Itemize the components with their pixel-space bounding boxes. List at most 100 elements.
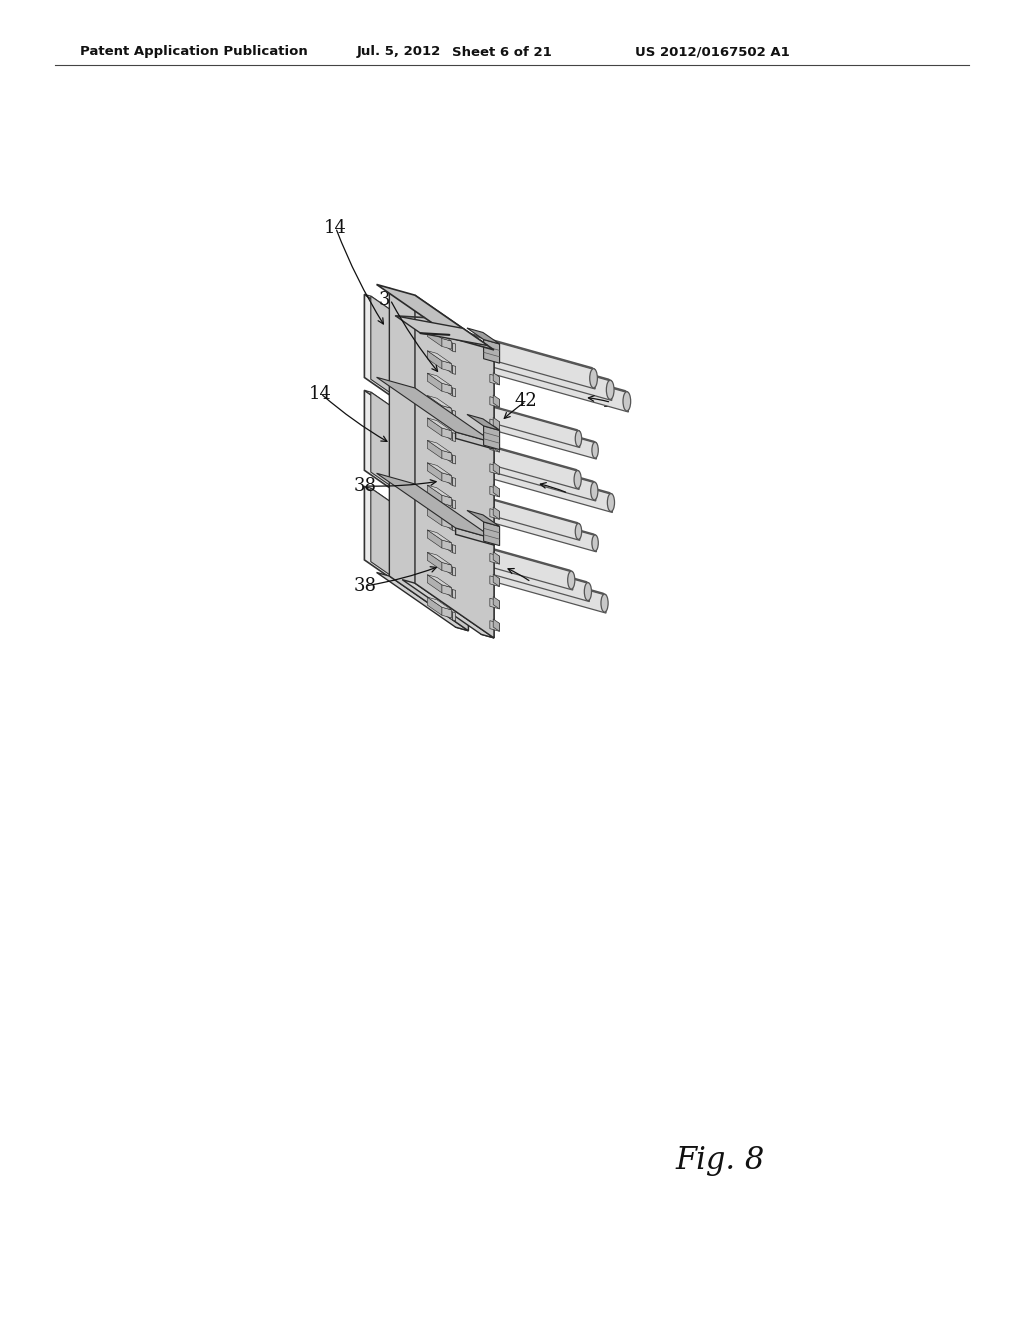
Polygon shape — [441, 450, 452, 461]
Polygon shape — [459, 404, 596, 459]
Text: Sheet 6 of 21: Sheet 6 of 21 — [452, 45, 552, 58]
Polygon shape — [494, 484, 500, 496]
Polygon shape — [427, 374, 452, 385]
Polygon shape — [453, 568, 456, 576]
Polygon shape — [427, 418, 452, 430]
Text: 46: 46 — [600, 393, 623, 412]
Polygon shape — [441, 383, 452, 393]
Polygon shape — [427, 329, 452, 341]
Polygon shape — [427, 374, 441, 391]
Polygon shape — [494, 372, 500, 385]
Polygon shape — [427, 441, 441, 458]
Polygon shape — [441, 517, 452, 528]
Polygon shape — [439, 540, 590, 583]
Polygon shape — [427, 597, 441, 615]
Polygon shape — [395, 315, 487, 346]
Polygon shape — [427, 552, 452, 565]
Text: 38: 38 — [379, 290, 401, 309]
Polygon shape — [442, 515, 453, 531]
Polygon shape — [489, 418, 500, 430]
Polygon shape — [453, 411, 456, 420]
Polygon shape — [442, 403, 453, 418]
Polygon shape — [456, 528, 494, 545]
Polygon shape — [427, 463, 441, 480]
Polygon shape — [453, 545, 456, 553]
Polygon shape — [371, 296, 427, 418]
Polygon shape — [439, 438, 596, 483]
Polygon shape — [402, 579, 494, 638]
Ellipse shape — [592, 442, 598, 458]
Polygon shape — [441, 562, 452, 573]
Polygon shape — [494, 552, 500, 564]
Polygon shape — [427, 396, 452, 408]
Ellipse shape — [592, 535, 598, 550]
Polygon shape — [422, 321, 595, 370]
Polygon shape — [489, 486, 500, 496]
Polygon shape — [442, 358, 453, 374]
Polygon shape — [441, 585, 452, 595]
Polygon shape — [453, 590, 456, 598]
Polygon shape — [365, 486, 421, 599]
Text: 14: 14 — [309, 384, 332, 403]
Polygon shape — [441, 338, 452, 348]
Polygon shape — [489, 508, 500, 519]
Polygon shape — [483, 521, 500, 545]
Polygon shape — [423, 529, 572, 572]
Polygon shape — [442, 582, 453, 598]
Polygon shape — [427, 351, 452, 363]
Text: US 2012/0167502 A1: US 2012/0167502 A1 — [635, 45, 790, 58]
Polygon shape — [365, 294, 421, 416]
Polygon shape — [494, 507, 500, 519]
Polygon shape — [439, 331, 611, 381]
Polygon shape — [427, 597, 452, 610]
Polygon shape — [365, 486, 427, 527]
Polygon shape — [489, 531, 500, 541]
Polygon shape — [427, 507, 452, 520]
Polygon shape — [489, 396, 500, 408]
Polygon shape — [494, 597, 500, 609]
Polygon shape — [453, 478, 456, 486]
Polygon shape — [459, 554, 606, 612]
Polygon shape — [439, 484, 580, 524]
Polygon shape — [423, 426, 580, 471]
Polygon shape — [457, 495, 596, 536]
Polygon shape — [442, 560, 453, 576]
Polygon shape — [427, 507, 441, 525]
Polygon shape — [453, 500, 456, 508]
Polygon shape — [427, 574, 452, 587]
Text: 38: 38 — [353, 577, 377, 595]
Polygon shape — [483, 339, 500, 363]
Polygon shape — [453, 388, 456, 397]
Polygon shape — [427, 351, 441, 368]
Polygon shape — [489, 463, 500, 474]
Polygon shape — [377, 573, 468, 631]
Text: 14: 14 — [325, 219, 347, 236]
Text: 42: 42 — [520, 573, 543, 591]
Polygon shape — [489, 375, 500, 385]
Polygon shape — [467, 327, 500, 345]
Ellipse shape — [575, 524, 582, 540]
Ellipse shape — [574, 470, 582, 488]
Polygon shape — [427, 396, 441, 413]
Polygon shape — [441, 607, 452, 618]
Polygon shape — [426, 322, 595, 389]
Polygon shape — [427, 329, 441, 346]
Polygon shape — [441, 495, 452, 506]
Polygon shape — [489, 553, 500, 564]
Polygon shape — [415, 296, 494, 638]
Polygon shape — [365, 294, 427, 335]
Polygon shape — [456, 552, 606, 595]
Polygon shape — [494, 395, 500, 408]
Polygon shape — [489, 576, 500, 586]
Polygon shape — [453, 612, 456, 620]
Polygon shape — [453, 366, 456, 375]
Polygon shape — [467, 414, 500, 430]
Ellipse shape — [591, 482, 598, 500]
Ellipse shape — [606, 380, 614, 400]
Polygon shape — [426, 429, 580, 490]
Polygon shape — [459, 451, 612, 512]
Polygon shape — [427, 574, 441, 593]
Polygon shape — [456, 432, 494, 449]
Polygon shape — [442, 537, 453, 553]
Polygon shape — [441, 405, 452, 416]
